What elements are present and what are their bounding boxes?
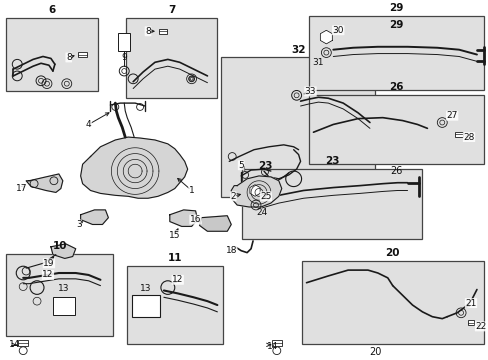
Bar bbox=[6, 253, 113, 336]
Bar bbox=[301, 261, 483, 344]
Text: 20: 20 bbox=[369, 347, 381, 357]
Text: 15: 15 bbox=[169, 231, 180, 240]
Polygon shape bbox=[51, 244, 76, 258]
Text: 26: 26 bbox=[388, 82, 403, 93]
Text: 18: 18 bbox=[225, 246, 237, 255]
Text: 31: 31 bbox=[312, 58, 324, 67]
Bar bbox=[78, 51, 87, 58]
Text: 24: 24 bbox=[256, 208, 267, 217]
Bar bbox=[18, 340, 28, 346]
Text: 14: 14 bbox=[266, 342, 278, 351]
Bar bbox=[6, 18, 98, 91]
Text: 22: 22 bbox=[474, 322, 486, 331]
Text: 2: 2 bbox=[230, 192, 236, 201]
Text: 10: 10 bbox=[53, 241, 67, 251]
Polygon shape bbox=[169, 210, 197, 226]
Polygon shape bbox=[320, 30, 332, 44]
Text: 20: 20 bbox=[385, 248, 399, 258]
Text: 8: 8 bbox=[145, 27, 151, 36]
Text: 13: 13 bbox=[140, 284, 151, 293]
Bar bbox=[53, 297, 75, 315]
Bar bbox=[221, 58, 374, 197]
Text: 19: 19 bbox=[43, 259, 55, 268]
Text: 25: 25 bbox=[260, 192, 271, 201]
Text: 16: 16 bbox=[189, 215, 201, 224]
Polygon shape bbox=[81, 210, 108, 225]
Text: 23: 23 bbox=[257, 161, 272, 171]
Polygon shape bbox=[26, 174, 62, 193]
Text: 8: 8 bbox=[66, 53, 71, 62]
Bar bbox=[118, 33, 130, 51]
Text: 28: 28 bbox=[463, 132, 474, 141]
Bar bbox=[242, 169, 422, 239]
Text: 14: 14 bbox=[9, 340, 20, 349]
Text: 13: 13 bbox=[58, 284, 69, 293]
Text: 12: 12 bbox=[172, 275, 183, 284]
Text: 27: 27 bbox=[446, 111, 457, 120]
Text: 3: 3 bbox=[76, 220, 81, 229]
Bar bbox=[271, 340, 281, 346]
Text: 29: 29 bbox=[389, 19, 403, 30]
Bar bbox=[132, 295, 160, 317]
Text: 33: 33 bbox=[304, 87, 316, 96]
Text: 5: 5 bbox=[238, 161, 244, 170]
Text: 1: 1 bbox=[188, 186, 194, 195]
Text: 7: 7 bbox=[168, 5, 175, 15]
Polygon shape bbox=[249, 185, 260, 196]
Text: 9: 9 bbox=[121, 53, 127, 62]
Bar bbox=[126, 18, 217, 98]
Bar bbox=[467, 320, 473, 325]
Polygon shape bbox=[199, 216, 231, 231]
Bar bbox=[454, 132, 462, 136]
Text: 4: 4 bbox=[85, 120, 91, 129]
Bar bbox=[308, 95, 483, 164]
Text: 6: 6 bbox=[49, 5, 56, 15]
Text: 17: 17 bbox=[16, 184, 27, 193]
Text: 26: 26 bbox=[390, 166, 402, 176]
Text: 21: 21 bbox=[465, 298, 476, 307]
Polygon shape bbox=[81, 137, 187, 198]
Text: 30: 30 bbox=[332, 26, 343, 35]
Bar bbox=[127, 266, 223, 344]
Polygon shape bbox=[231, 176, 281, 207]
Text: 29: 29 bbox=[388, 3, 403, 13]
Text: 23: 23 bbox=[325, 156, 339, 166]
Bar bbox=[308, 16, 483, 90]
Bar bbox=[159, 29, 166, 34]
Text: 12: 12 bbox=[42, 270, 54, 279]
Text: 11: 11 bbox=[168, 253, 182, 263]
Text: 32: 32 bbox=[290, 45, 305, 55]
